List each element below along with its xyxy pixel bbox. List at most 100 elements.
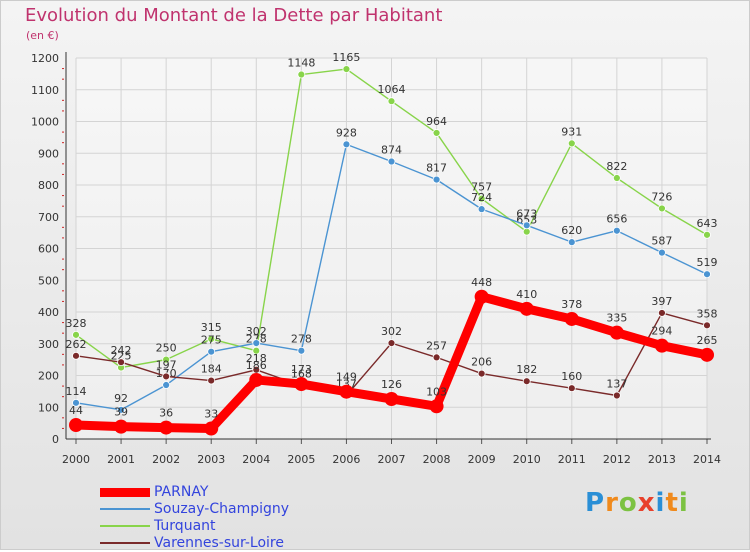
data-label: 262 <box>66 338 87 351</box>
data-point <box>339 384 354 399</box>
data-point <box>72 330 80 339</box>
data-label: 302 <box>246 325 267 338</box>
data-label: 757 <box>471 181 492 194</box>
data-label: 378 <box>561 298 582 311</box>
data-label: 964 <box>426 115 447 128</box>
data-label: 33 <box>204 408 218 421</box>
y-tick-label: 200 <box>38 370 59 383</box>
y-tick-label: 1000 <box>31 116 59 129</box>
legend-item: Souzay-Champigny <box>100 501 360 518</box>
y-tick-label: 100 <box>38 401 59 414</box>
data-label: 218 <box>246 352 267 365</box>
data-label: 197 <box>156 358 177 371</box>
data-label: 358 <box>697 307 718 320</box>
y-tick-label: 1100 <box>31 84 59 97</box>
data-label: 206 <box>471 356 492 369</box>
data-label: 160 <box>561 370 582 383</box>
data-point <box>522 221 531 230</box>
logo-letter: i <box>655 488 666 518</box>
data-label: 44 <box>69 404 83 417</box>
data-point <box>207 376 216 385</box>
data-label: 182 <box>516 363 537 376</box>
data-label: 874 <box>381 144 402 157</box>
data-point <box>567 139 576 148</box>
data-point <box>387 339 396 348</box>
legend-item: Varennes-sur-Loire <box>100 535 360 552</box>
x-tick-label: 2010 <box>513 453 541 466</box>
x-tick-label: 2013 <box>648 453 676 466</box>
data-label: 519 <box>697 256 718 269</box>
legend-label: Turquant <box>154 518 216 534</box>
x-tick-label: 2012 <box>603 453 631 466</box>
data-point <box>252 346 261 355</box>
data-point <box>703 270 711 279</box>
data-point <box>477 194 486 203</box>
data-label: 39 <box>114 406 128 419</box>
data-label: 92 <box>114 392 128 405</box>
data-point <box>654 338 669 353</box>
data-label: 36 <box>159 407 173 420</box>
data-point <box>297 346 306 355</box>
data-point <box>162 381 171 389</box>
y-tick-label: 300 <box>38 338 59 351</box>
y-tick-label: 0 <box>52 433 59 446</box>
data-point <box>117 405 125 414</box>
x-tick-label: 2005 <box>287 453 315 466</box>
x-tick-label: 2008 <box>423 453 451 466</box>
data-point <box>207 347 216 356</box>
data-point <box>297 70 306 79</box>
data-point <box>612 391 621 400</box>
data-point <box>609 325 624 340</box>
data-label: 726 <box>651 190 672 203</box>
data-point <box>612 226 621 235</box>
data-point <box>519 301 534 316</box>
data-label: 656 <box>606 213 627 226</box>
data-label: 931 <box>561 125 582 138</box>
data-label: 103 <box>426 385 447 398</box>
data-point <box>162 372 171 381</box>
data-label: 410 <box>516 288 537 301</box>
data-label: 225 <box>111 350 132 363</box>
data-point <box>522 227 531 236</box>
data-label: 620 <box>561 224 582 237</box>
x-tick-label: 2003 <box>197 453 225 466</box>
data-point <box>567 238 576 247</box>
data-point <box>162 355 171 364</box>
data-point <box>114 419 129 434</box>
y-tick-label: 700 <box>38 211 59 224</box>
legend-label: Souzay-Champigny <box>154 501 290 517</box>
data-label: 126 <box>381 378 402 391</box>
y-tick-label: 1200 <box>31 52 59 65</box>
data-point <box>252 339 261 348</box>
data-point <box>249 372 264 387</box>
data-point <box>384 391 399 406</box>
data-point <box>474 289 489 304</box>
data-label: 250 <box>156 342 177 355</box>
data-label: 1064 <box>378 83 406 96</box>
x-tick-label: 2011 <box>558 453 586 466</box>
y-tick-label: 400 <box>38 306 59 319</box>
legend: PARNAY Souzay-Champigny Turquant Varennes-s… <box>100 484 360 552</box>
data-label: 822 <box>606 160 627 173</box>
data-label: 257 <box>426 339 447 352</box>
x-tick-label: 2000 <box>62 453 90 466</box>
data-point <box>567 384 576 393</box>
legend-label: PARNAY <box>154 484 209 500</box>
data-point <box>294 377 309 392</box>
data-point <box>658 309 666 317</box>
data-label: 448 <box>471 276 492 289</box>
logo-letter: t <box>665 488 679 518</box>
data-point <box>564 311 579 326</box>
x-tick-label: 2006 <box>332 453 360 466</box>
data-point <box>477 369 486 378</box>
data-label: 275 <box>201 334 222 347</box>
data-point <box>387 97 396 106</box>
data-label: 302 <box>381 325 402 338</box>
y-tick-label: 800 <box>38 179 59 192</box>
logo-letter: o <box>618 488 638 518</box>
logo-letter: r <box>605 488 619 518</box>
data-label: 1148 <box>287 57 315 70</box>
data-point <box>342 140 351 149</box>
x-tick-label: 2007 <box>378 453 406 466</box>
data-point <box>477 205 486 214</box>
